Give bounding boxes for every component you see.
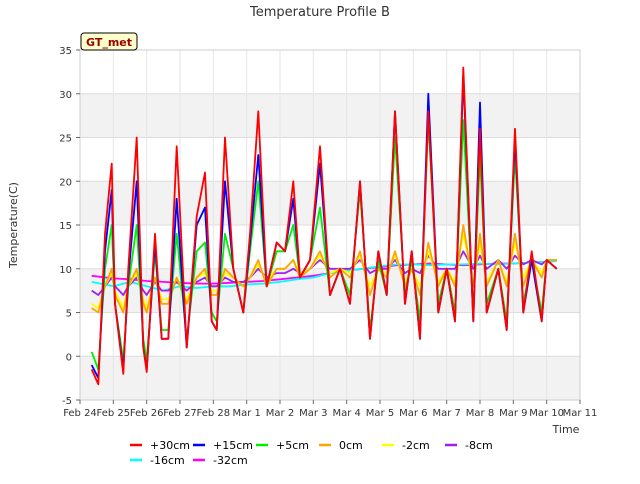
y-tick-label: 20 (59, 177, 72, 188)
y-tick-label: 25 (59, 134, 72, 145)
y-tick-label: 0 (66, 352, 72, 363)
legend-label-plusminus-30cm: +30cm (150, 439, 190, 452)
y-axis-label: Temperature(C) (7, 182, 20, 269)
plot-band (80, 312, 580, 357)
x-tick-label: Mar 8 (466, 408, 494, 419)
x-tick-label: Mar 3 (299, 408, 327, 419)
plot-band (80, 137, 580, 182)
legend-label-plusminus-15cm: +15cm (213, 439, 253, 452)
y-tick-label: -5 (62, 396, 72, 407)
plot-band (80, 356, 580, 400)
x-tick-label: Mar 5 (366, 408, 394, 419)
x-tick-label: Feb 26 (130, 408, 164, 419)
x-tick-label: Feb 28 (197, 408, 231, 419)
x-tick-label: Mar 6 (399, 408, 427, 419)
x-tick-label: Mar 1 (232, 408, 260, 419)
legend-label-minus-32cm: -32cm (213, 454, 248, 467)
x-axis-label: Time (552, 423, 580, 436)
legend-label-minus-8cm: -8cm (465, 439, 493, 452)
plot-band (80, 93, 580, 138)
x-tick-label: Mar 2 (266, 408, 294, 419)
plot-background (80, 50, 580, 400)
chart-title: Temperature Profile B (249, 5, 390, 20)
x-tick-label: Mar 11 (563, 408, 598, 419)
x-tick-label: Feb 25 (97, 408, 131, 419)
plot-band (80, 50, 580, 94)
y-tick-label: 15 (59, 221, 72, 232)
y-axis-ticks: -5 0 5 10 15 20 25 30 35 (59, 46, 80, 407)
y-tick-label: 30 (59, 90, 72, 101)
series-layer (90, 66, 558, 386)
legend: +30cm +15cm +5cm 0cm -2cm -8cm -16cm -32cm (130, 439, 493, 467)
legend-label-minus-16cm: -16cm (150, 454, 185, 467)
x-tick-label: Feb 27 (163, 408, 197, 419)
annotation-box: GT_met (80, 32, 138, 51)
legend-label-minus-2cm: -2cm (402, 439, 430, 452)
y-tick-label: 5 (66, 309, 72, 320)
legend-label-plusminus-5cm: +5cm (276, 439, 309, 452)
plot-band (80, 181, 580, 225)
y-tick-label: 10 (59, 265, 72, 276)
x-tick-label: Mar 4 (332, 408, 360, 419)
annotation-label: GT_met (86, 36, 132, 49)
legend-label-0cm: 0cm (339, 439, 363, 452)
x-tick-label: Mar 9 (499, 408, 527, 419)
y-tick-label: 35 (59, 46, 72, 57)
x-tick-label: Feb 24 (63, 408, 97, 419)
x-axis-ticks: Feb 24 Feb 25 Feb 26 Feb 27 Feb 28 Mar 1 Mar 2… (63, 400, 597, 419)
x-tick-label: Mar 7 (432, 408, 460, 419)
series-line-plusminus-30cm (90, 66, 558, 386)
x-tick-label: Mar 10 (529, 408, 564, 419)
